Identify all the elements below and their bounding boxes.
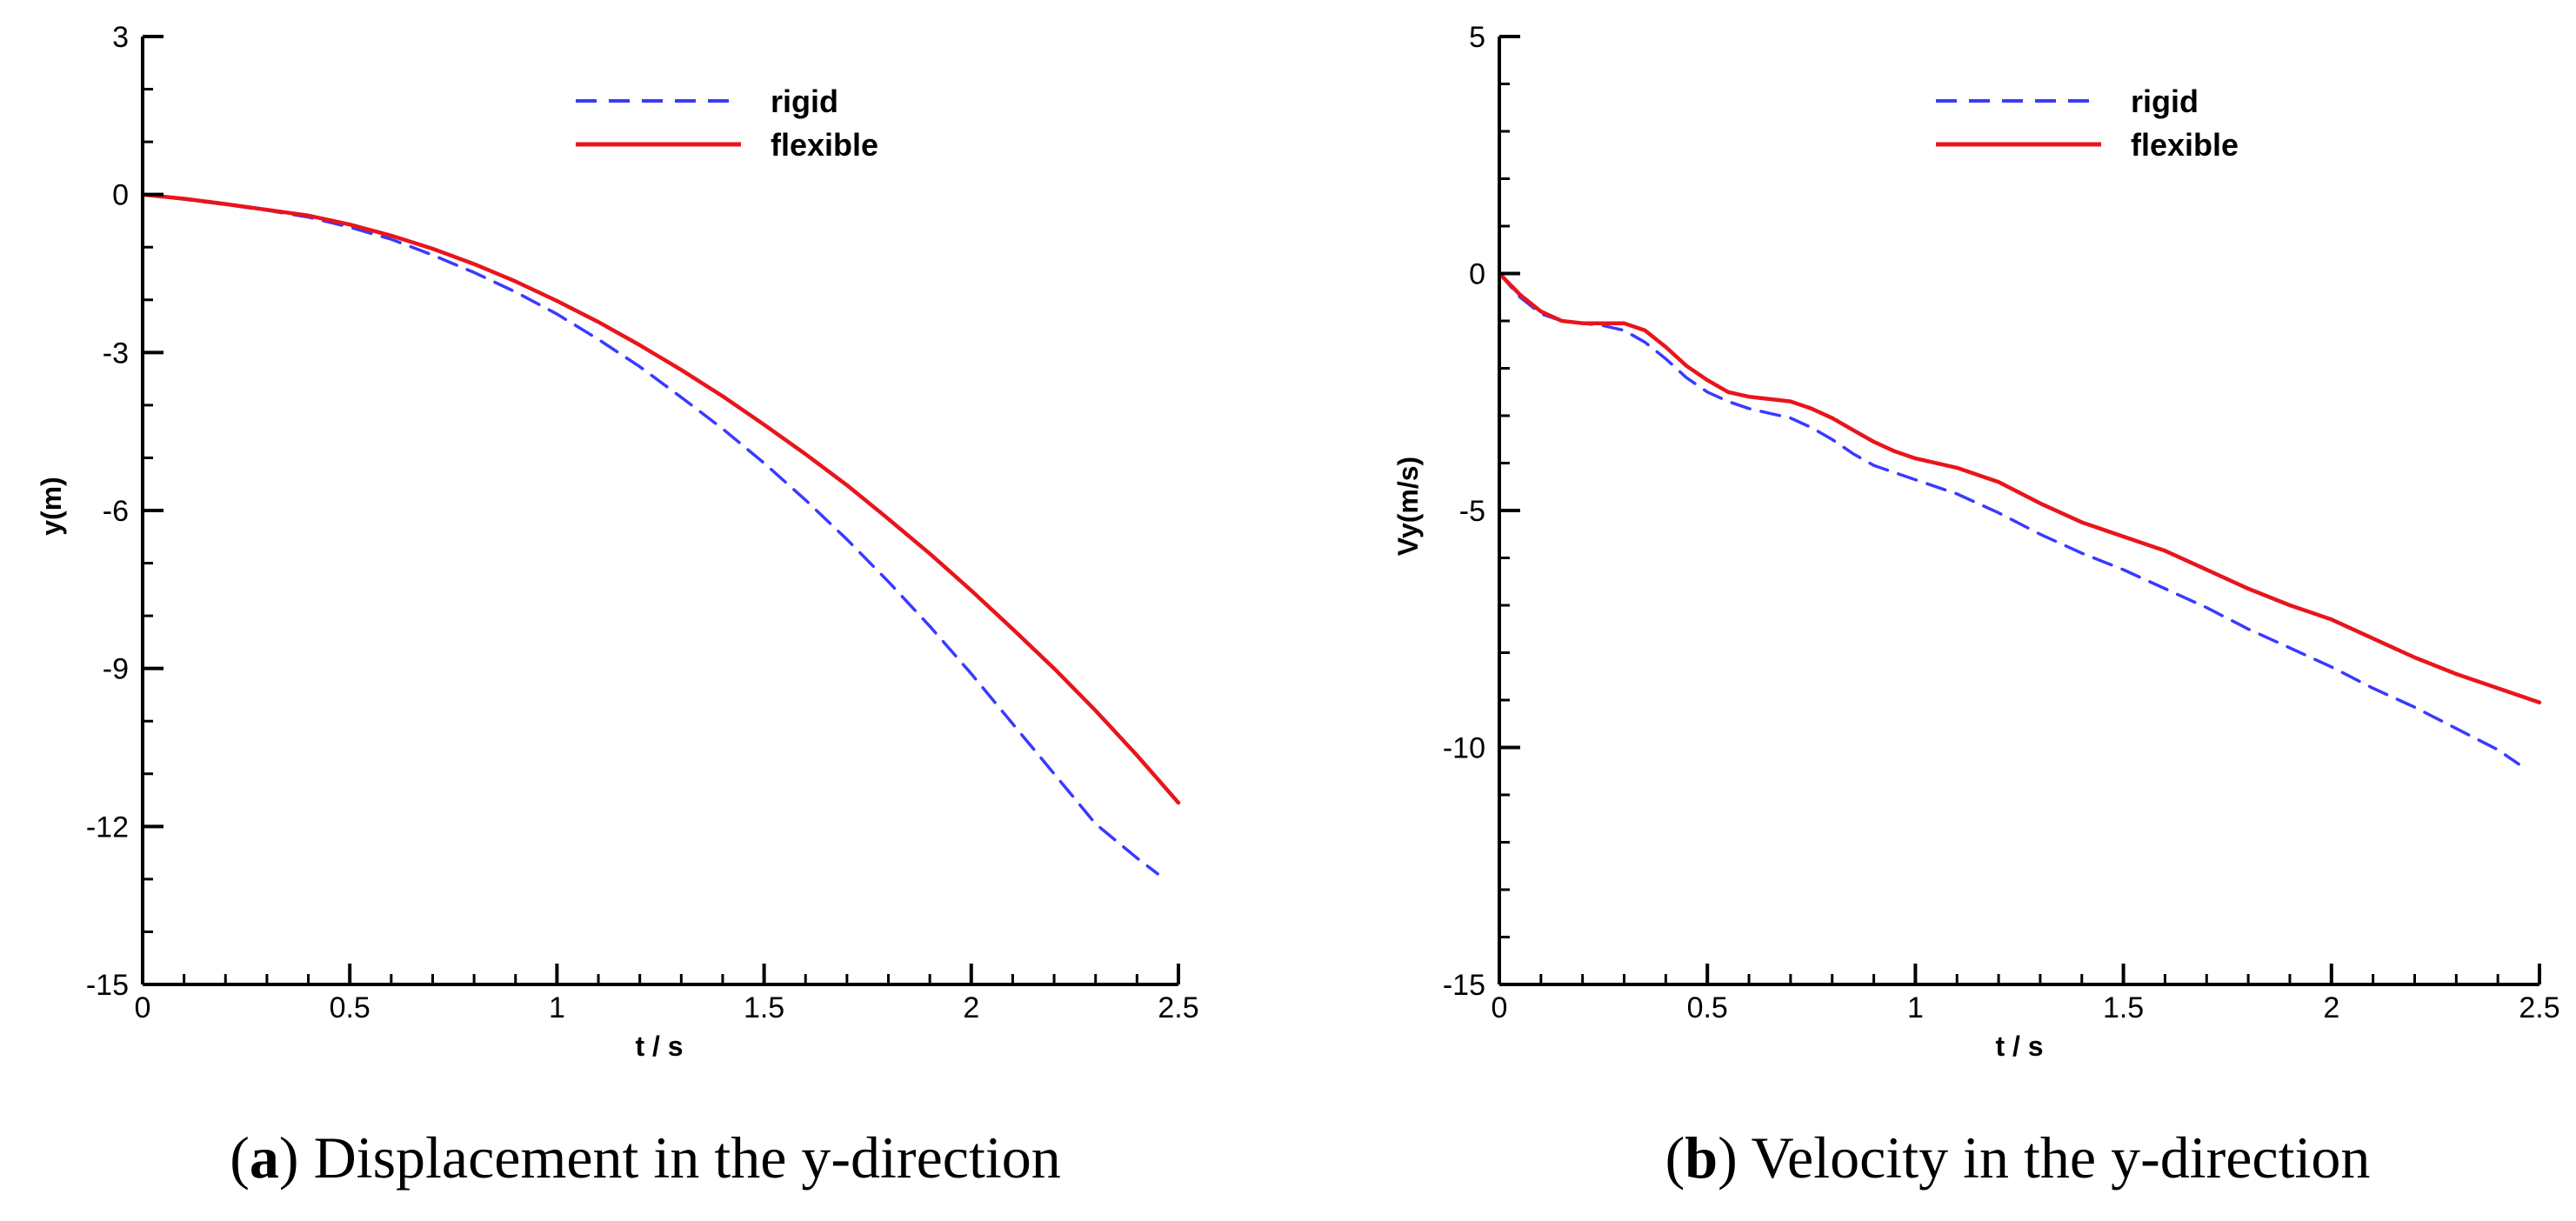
panel-b-axes-layer: 0 0.5 1 1.5 2 2.5 -15 -10 -5 0 5 <box>1443 21 2560 1024</box>
panel-a-series-rigid-line <box>141 192 1159 876</box>
panel-a-y-tick-label: 3 <box>112 21 129 54</box>
panel-a-x-tick-label: 0 <box>135 991 151 1024</box>
panel-b-x-tick-label: 0.5 <box>1687 991 1728 1024</box>
panel-a-x-tick-label: 2 <box>963 991 979 1024</box>
panel-b-caption-letter: b <box>1685 1124 1718 1191</box>
panel-a-y-tick-label: -3 <box>103 337 129 370</box>
panel-b-series-layer <box>1497 271 2542 766</box>
panel-b-x-tick-label: 0 <box>1492 991 1508 1024</box>
panel-b-legend-rigid-label: rigid <box>2131 83 2199 119</box>
panel-b-x-tick-label: 1.5 <box>2103 991 2144 1024</box>
panel-a-x-tick-label: 1.5 <box>744 991 784 1024</box>
panel-b-legend: rigid flexible <box>1936 83 2239 163</box>
panel-b-y-tick-label: 5 <box>1469 21 1485 54</box>
panel-b-y-axis-title: Vy(m/s) <box>1392 457 1424 556</box>
panel-b-caption-text: Velocity in the y-direction <box>1751 1124 2370 1191</box>
panel-a-caption-letter: a <box>250 1124 279 1191</box>
panel-a-x-tick-label: 2.5 <box>1158 991 1198 1024</box>
panel-a-axes-layer: 0 0.5 1 1.5 2 2.5 -15 -12 -9 -6 -3 0 3 <box>86 21 1199 1024</box>
panel-a-y-tick-label: -12 <box>86 811 129 844</box>
panel-a-x-axis-title: t / s <box>635 1031 683 1062</box>
panel-b-legend-flexible-label: flexible <box>2131 127 2239 163</box>
panel-b-series-rigid-line <box>1498 271 2520 766</box>
panel-b-caption: (b) Velocity in the y-direction <box>1665 1124 2371 1191</box>
panel-a-series-layer <box>140 192 1181 876</box>
panel-b-y-tick-label: -10 <box>1443 732 1485 765</box>
panel-a-caption-text: Displacement in the y-direction <box>314 1124 1061 1191</box>
panel-b-x-tick-label: 2.5 <box>2519 991 2559 1024</box>
panel-a-legend: rigid flexible <box>576 83 878 163</box>
panel-a-x-tick-label: 1 <box>549 991 565 1024</box>
panel-a-caption: (a) Displacement in the y-direction <box>230 1124 1060 1191</box>
panel-a-chart: 0 0.5 1 1.5 2 2.5 -15 -12 -9 -6 -3 0 3 t / s y(m) ri… <box>36 21 1199 1191</box>
panel-a-legend-rigid-label: rigid <box>771 83 838 119</box>
panel-b-x-tick-label: 1 <box>1907 991 1924 1024</box>
panel-a-y-tick-label: -9 <box>103 653 129 686</box>
panel-b-y-tick-label: -5 <box>1459 495 1485 528</box>
panel-a-y-tick-label: -15 <box>86 969 129 1002</box>
panel-a-legend-flexible-label: flexible <box>771 127 878 163</box>
panel-a-y-tick-label: -6 <box>103 495 129 528</box>
panel-b-chart: 0 0.5 1 1.5 2 2.5 -15 -10 -5 0 5 t / s Vy(m/s) rig… <box>1392 21 2560 1191</box>
panel-a-y-tick-label: 0 <box>112 179 129 212</box>
panel-a-y-axis-title: y(m) <box>36 477 67 536</box>
panel-b-series-flexible-line <box>1497 271 2542 704</box>
panel-a-x-tick-label: 0.5 <box>330 991 370 1024</box>
panel-b-x-axis-title: t / s <box>1995 1031 2043 1062</box>
panel-b-y-tick-label: -15 <box>1443 969 1485 1002</box>
panel-a-series-flexible-line <box>140 192 1181 805</box>
panel-b-x-tick-label: 2 <box>2323 991 2339 1024</box>
panel-b-y-tick-label: 0 <box>1469 258 1485 291</box>
